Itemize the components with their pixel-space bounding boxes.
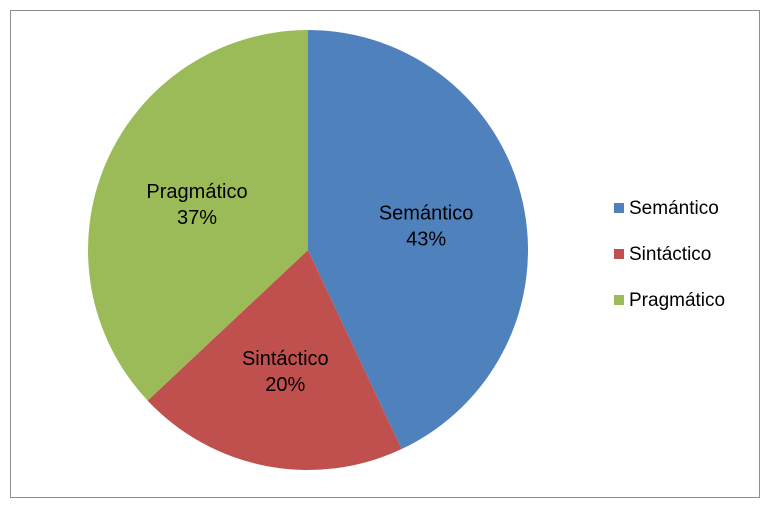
- legend-label-pragmatico: Pragmático: [629, 290, 725, 311]
- pie-chart: Semántico 43% Sintáctico 20% Pragmático 37% S…: [88, 30, 725, 470]
- legend: Semántico Sintáctico Pragmático: [614, 198, 725, 311]
- slice-label-sintactico: Sintáctico: [242, 348, 329, 370]
- legend-swatch-semantico: [614, 203, 624, 213]
- legend-label-sintactico: Sintáctico: [629, 244, 711, 265]
- pie-slice-pragmatico: [88, 30, 308, 401]
- pie-slice-semantico: [308, 30, 528, 450]
- pie-slices: [88, 30, 528, 470]
- chart-area: Semántico 43% Sintáctico 20% Pragmático 37% S…: [10, 10, 760, 498]
- slice-percent-semantico: 43%: [406, 229, 446, 251]
- slice-percent-sintactico: 20%: [265, 374, 305, 396]
- slice-label-semantico: Semántico: [379, 203, 474, 225]
- slice-percent-pragmatico: 37%: [177, 207, 217, 229]
- legend-swatch-pragmatico: [614, 295, 624, 305]
- pie-slice-sintactico: [147, 250, 402, 470]
- legend-label-semantico: Semántico: [629, 198, 719, 219]
- slice-label-pragmatico: Pragmático: [146, 181, 247, 203]
- slice-labels: Semántico 43% Sintáctico 20% Pragmático 37%: [146, 181, 473, 396]
- legend-swatch-sintactico: [614, 249, 624, 259]
